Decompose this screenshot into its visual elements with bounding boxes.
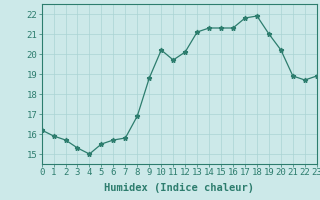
X-axis label: Humidex (Indice chaleur): Humidex (Indice chaleur): [104, 183, 254, 193]
